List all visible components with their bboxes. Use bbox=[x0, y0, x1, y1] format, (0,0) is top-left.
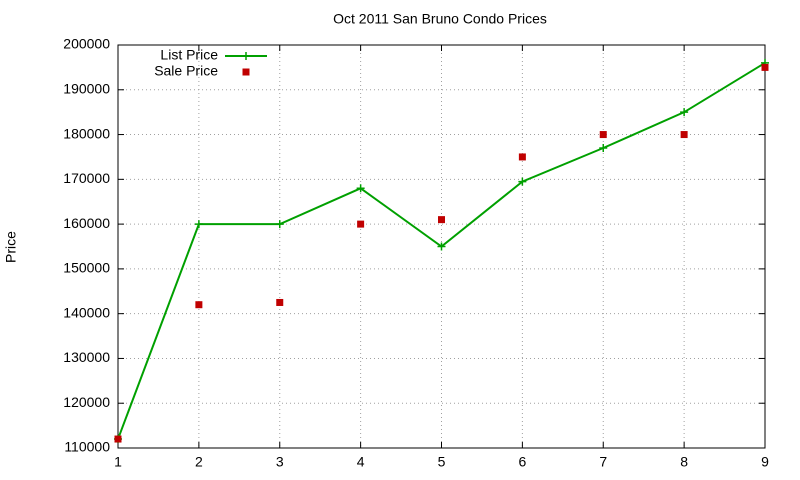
legend-marker bbox=[242, 52, 250, 60]
x-tick-label: 5 bbox=[438, 454, 446, 470]
point bbox=[680, 108, 689, 117]
point bbox=[761, 63, 769, 71]
x-tick-label: 8 bbox=[680, 454, 688, 470]
x-tick-label: 1 bbox=[114, 454, 122, 470]
point bbox=[357, 220, 365, 228]
y-tick-label: 160000 bbox=[63, 215, 110, 231]
legend-label: Sale Price bbox=[154, 63, 218, 79]
point bbox=[438, 216, 445, 224]
y-tick-label: 200000 bbox=[63, 36, 110, 52]
y-tick-label: 130000 bbox=[63, 349, 110, 365]
x-tick-label: 2 bbox=[195, 454, 203, 470]
legend-label: List Price bbox=[160, 47, 218, 63]
y-tick-label: 170000 bbox=[63, 170, 110, 186]
point bbox=[599, 131, 607, 139]
point bbox=[275, 220, 284, 229]
point bbox=[356, 184, 365, 193]
point bbox=[599, 143, 608, 152]
point bbox=[195, 301, 203, 309]
y-tick-label: 190000 bbox=[63, 80, 110, 96]
plot-frame bbox=[117, 44, 766, 449]
y-tick-label: 180000 bbox=[63, 125, 110, 141]
x-tick-label: 9 bbox=[761, 454, 769, 470]
point bbox=[276, 298, 284, 306]
point bbox=[680, 131, 688, 139]
chart-title: Oct 2011 San Bruno Condo Prices bbox=[333, 11, 547, 27]
point bbox=[437, 242, 446, 251]
y-tick-label: 110000 bbox=[64, 439, 110, 455]
x-tick-label: 7 bbox=[599, 454, 607, 470]
y-tick-label: 140000 bbox=[63, 304, 110, 320]
point bbox=[518, 177, 527, 186]
series-line bbox=[117, 62, 766, 440]
y-tick-label: 120000 bbox=[63, 394, 110, 410]
point bbox=[194, 220, 203, 229]
x-tick-label: 6 bbox=[518, 454, 526, 470]
y-axis-label: Price bbox=[3, 231, 19, 263]
legend-marker bbox=[242, 68, 250, 76]
point bbox=[114, 435, 122, 443]
x-tick-label: 3 bbox=[276, 454, 284, 470]
y-tick-label: 150000 bbox=[63, 260, 110, 276]
x-tick-label: 4 bbox=[357, 454, 365, 470]
point bbox=[518, 153, 526, 161]
